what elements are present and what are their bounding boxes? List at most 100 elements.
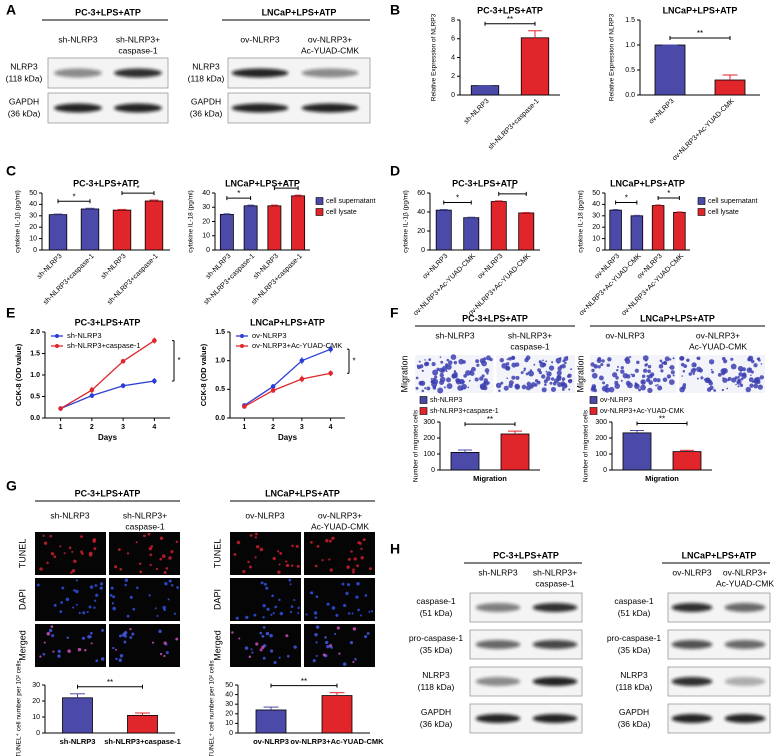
chart-title: PC-3+LPS+ATP xyxy=(73,178,139,188)
cell xyxy=(642,355,649,361)
cell xyxy=(730,363,737,370)
bar xyxy=(255,709,287,734)
bar xyxy=(62,697,93,734)
cell xyxy=(561,363,566,369)
significance-label: * xyxy=(237,189,240,198)
lane-label: Ac-YUAD-CMK xyxy=(716,578,774,588)
point xyxy=(328,370,333,376)
cell xyxy=(42,534,45,537)
cell xyxy=(606,363,611,368)
y-tick-label: 1.0 xyxy=(30,372,40,379)
cell xyxy=(421,369,424,372)
cell xyxy=(359,614,362,617)
y-tick-label: 20 xyxy=(32,698,40,705)
bar xyxy=(435,209,452,251)
blot-band xyxy=(671,640,713,649)
y-axis-label: cytokine IL-1β (pg/ml) xyxy=(403,190,410,253)
significance-label: * xyxy=(72,192,75,201)
y-tick-label: 40 xyxy=(29,201,37,208)
blot-band xyxy=(231,103,289,113)
cell xyxy=(159,557,163,561)
cell xyxy=(278,563,281,566)
cell xyxy=(285,563,290,568)
cell xyxy=(655,384,658,387)
cell xyxy=(256,545,260,549)
cell xyxy=(620,379,623,382)
cell xyxy=(315,625,320,629)
cell xyxy=(262,656,266,660)
cell xyxy=(421,389,425,393)
cell xyxy=(59,545,62,548)
cell xyxy=(734,376,738,380)
significance-label: * xyxy=(667,189,670,198)
cell xyxy=(115,657,118,661)
cell xyxy=(670,370,675,375)
y-axis-label: Relative Expression of NLRP3 xyxy=(431,13,438,101)
cell xyxy=(173,612,177,615)
cell xyxy=(506,377,509,380)
legend-swatch xyxy=(589,407,598,415)
cell xyxy=(556,370,562,376)
cell xyxy=(612,372,618,378)
cell xyxy=(481,374,485,378)
bar xyxy=(630,215,644,251)
cell xyxy=(467,386,470,389)
cell xyxy=(432,369,439,376)
cell xyxy=(111,602,115,605)
legend-label: cell supernatant xyxy=(326,198,375,205)
cell xyxy=(748,367,751,371)
cell xyxy=(486,372,489,375)
blot-row-label: caspase-1 xyxy=(614,596,653,606)
cell xyxy=(590,362,595,367)
cell xyxy=(498,389,501,393)
cell xyxy=(431,381,438,388)
significance-label: * xyxy=(177,356,180,365)
cell xyxy=(48,628,53,633)
cell xyxy=(110,586,114,590)
chart-title: LNCaP+LPS+ATP xyxy=(250,317,325,327)
cell xyxy=(129,627,132,631)
micrograph xyxy=(304,624,375,667)
cell xyxy=(78,611,81,615)
cell xyxy=(755,376,761,383)
legend-swatch xyxy=(697,208,706,216)
y-tick-label: 100 xyxy=(595,451,607,458)
cell xyxy=(343,603,347,608)
cell xyxy=(148,546,153,551)
cell xyxy=(469,373,472,375)
cell xyxy=(662,377,668,383)
y-tick-label: 0 xyxy=(229,730,233,737)
cell xyxy=(451,373,457,379)
x-tick-label: sh-NLRP3+caspase-1 xyxy=(487,98,541,152)
cell xyxy=(279,551,283,555)
lane-label: ov-NLRP3+ xyxy=(723,567,767,577)
cell xyxy=(523,369,526,372)
cell xyxy=(314,564,318,568)
cell xyxy=(39,567,43,571)
cell xyxy=(369,567,372,571)
legend-label: cell supernatant xyxy=(708,198,757,205)
cell xyxy=(334,632,337,636)
cell xyxy=(668,379,675,385)
lane-label: ov-NLRP3 xyxy=(605,330,644,340)
cell xyxy=(259,547,264,552)
legend-marker xyxy=(55,334,59,338)
lane-label: sh-NLRP3+ xyxy=(123,510,167,520)
cell xyxy=(165,651,169,655)
blot-row-size: (36 kDa) xyxy=(190,108,223,118)
cell xyxy=(415,376,419,380)
cell xyxy=(511,375,516,380)
bar xyxy=(490,201,507,251)
cell xyxy=(474,377,479,382)
cell xyxy=(543,379,548,384)
cell xyxy=(527,371,530,374)
cell xyxy=(629,355,632,359)
cell xyxy=(739,369,743,372)
cell xyxy=(641,380,644,383)
cell xyxy=(60,601,64,604)
image-row-label: TUNEL xyxy=(212,539,222,569)
cell xyxy=(71,606,75,609)
cell xyxy=(625,380,631,386)
cell xyxy=(296,564,300,568)
cell xyxy=(721,388,724,392)
